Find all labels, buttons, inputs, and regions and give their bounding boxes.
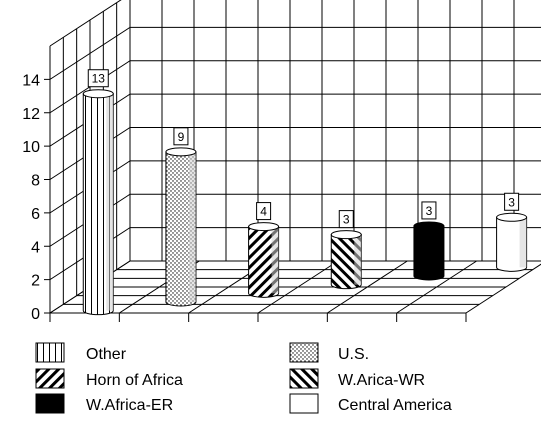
bar: 9 bbox=[165, 127, 197, 307]
bar-top bbox=[248, 222, 280, 232]
data-label-box bbox=[504, 192, 520, 211]
gridline-h bbox=[49, 0, 122, 47]
legend-swatch bbox=[35, 342, 65, 363]
gridline-h bbox=[49, 160, 541, 214]
bar: 3 bbox=[496, 192, 528, 272]
bar-shade bbox=[436, 225, 444, 276]
bar: 4 bbox=[248, 202, 280, 298]
legend-item: Other bbox=[35, 342, 127, 363]
data-label: 13 bbox=[92, 72, 106, 86]
gridline-h bbox=[49, 193, 541, 247]
gridline-h bbox=[49, 93, 541, 147]
legend-item: Central America bbox=[289, 393, 452, 414]
bar-body bbox=[496, 216, 528, 272]
bar-body bbox=[248, 226, 280, 298]
legend-label: W.Africa-ER bbox=[86, 397, 173, 414]
bar-shade bbox=[106, 93, 114, 311]
bar-shade bbox=[519, 217, 527, 268]
legend-item: W.Africa-ER bbox=[35, 393, 173, 414]
bar-shade bbox=[188, 151, 196, 302]
y-tick-label: 2 bbox=[31, 273, 40, 290]
legend-label: Central America bbox=[338, 397, 452, 414]
bar-shade bbox=[271, 226, 279, 294]
y-tick-label: 8 bbox=[31, 173, 40, 190]
legend-label: W.Arica-WR bbox=[338, 372, 425, 389]
bar-top bbox=[165, 147, 197, 157]
bar-body bbox=[165, 151, 197, 307]
gridline-floor-cross bbox=[327, 260, 408, 314]
chart-legend: Other U.S. Horn of Africa W.Arica-WR W.Afric… bbox=[35, 342, 452, 414]
gridline-floor-cross bbox=[396, 260, 477, 314]
data-label: 4 bbox=[260, 205, 267, 219]
bar-shade bbox=[354, 234, 362, 285]
gridline-h bbox=[49, 26, 541, 80]
bar-top bbox=[82, 89, 114, 99]
bar-body bbox=[330, 234, 362, 290]
data-label-box bbox=[87, 69, 109, 88]
legend-label: U.S. bbox=[338, 346, 369, 363]
y-tick-label: 4 bbox=[31, 239, 40, 256]
bar-top bbox=[413, 221, 445, 231]
y-tick-label: 10 bbox=[22, 139, 40, 156]
legend-swatch bbox=[289, 368, 319, 389]
legend-item: U.S. bbox=[289, 342, 369, 363]
data-label-box bbox=[173, 127, 189, 146]
data-label-box bbox=[338, 210, 354, 229]
legend-label: Horn of Africa bbox=[86, 372, 183, 389]
data-label: 3 bbox=[343, 213, 350, 227]
gridline-floor-cross bbox=[257, 260, 339, 314]
y-tick-label: 0 bbox=[31, 306, 40, 323]
y-axis-ticks: 0 2 4 6 8 10 12 14 bbox=[22, 72, 50, 323]
gridline-h bbox=[49, 127, 541, 180]
bar-top bbox=[330, 230, 362, 240]
legend-label: Other bbox=[86, 346, 127, 363]
gridline-h bbox=[49, 60, 541, 114]
data-label-box bbox=[256, 202, 272, 221]
data-label-box bbox=[421, 201, 437, 220]
legend-item: W.Arica-WR bbox=[289, 368, 425, 389]
chart-gridlines bbox=[49, 0, 541, 322]
y-tick-label: 14 bbox=[22, 72, 40, 89]
bar-body bbox=[82, 93, 114, 316]
gridline-floor-cross bbox=[465, 263, 541, 314]
chart-bars: 13 9 4 3 3 3 bbox=[82, 69, 528, 316]
gridline-h bbox=[49, 227, 541, 281]
bar-top bbox=[496, 212, 528, 222]
legend-swatch bbox=[35, 368, 65, 389]
y-tick-label: 12 bbox=[22, 106, 40, 123]
data-label: 9 bbox=[178, 130, 185, 144]
legend-item: Horn of Africa bbox=[35, 368, 183, 389]
bar-body bbox=[413, 225, 445, 281]
legend-swatch bbox=[289, 342, 319, 363]
bar: 3 bbox=[330, 210, 362, 290]
y-tick-label: 6 bbox=[31, 206, 40, 223]
data-label: 3 bbox=[426, 204, 433, 218]
data-label: 3 bbox=[508, 195, 515, 209]
bar: 3 bbox=[413, 201, 445, 281]
bar: 13 bbox=[82, 69, 114, 316]
legend-swatch bbox=[289, 393, 319, 414]
legend-swatch bbox=[35, 393, 65, 414]
